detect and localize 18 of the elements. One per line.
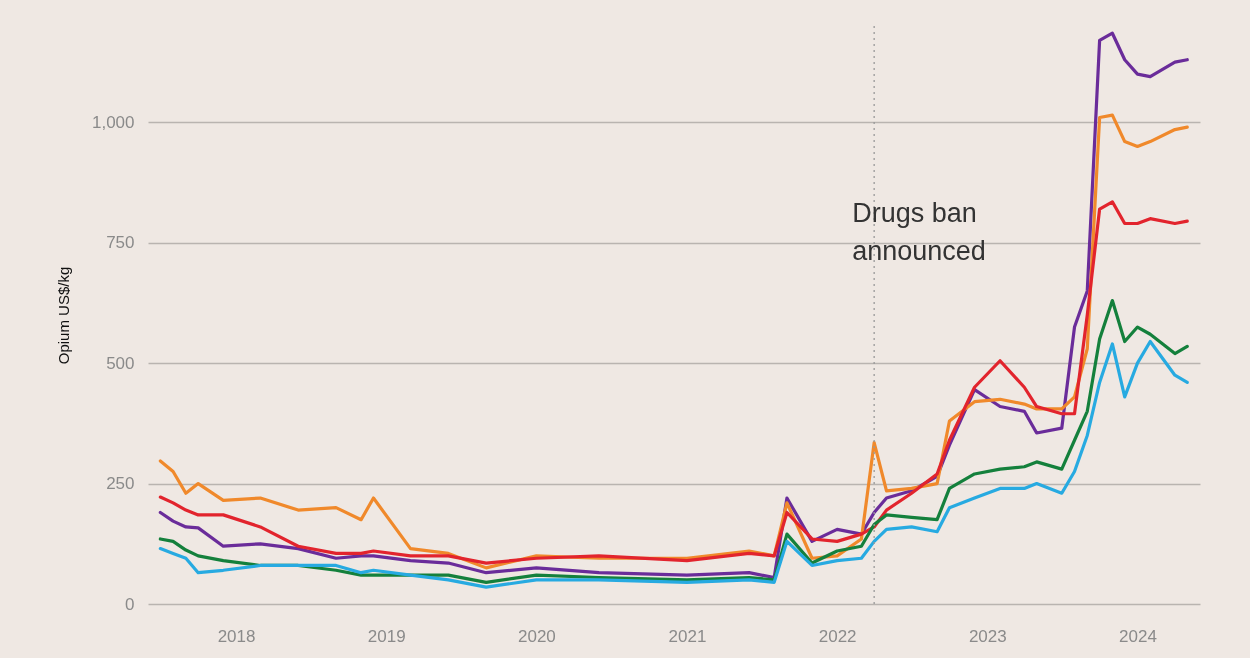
x-tick-label: 2019 [367, 626, 406, 646]
y-tick-label: 250 [106, 474, 135, 494]
y-tick-label: 750 [106, 233, 135, 253]
line-series [158, 339, 1189, 589]
x-tick-label: 2024 [1119, 626, 1157, 646]
x-tick-label: 2022 [818, 626, 857, 646]
x-tick-label: 2020 [517, 626, 556, 646]
y-axis-title: Opium US$/kg [54, 266, 72, 365]
x-tick-label: 2018 [217, 626, 256, 646]
ref-line-label: Drugs ban announced [852, 198, 986, 266]
x-tick-label: 2021 [668, 626, 707, 646]
y-tick-label: 0 [125, 594, 135, 614]
x-tick-label: 2023 [968, 626, 1007, 646]
line-series [158, 31, 1189, 580]
line-series [158, 200, 1189, 565]
y-tick-label: 1,000 [91, 112, 135, 132]
y-tick-label: 500 [106, 353, 135, 373]
line-series [158, 298, 1189, 584]
